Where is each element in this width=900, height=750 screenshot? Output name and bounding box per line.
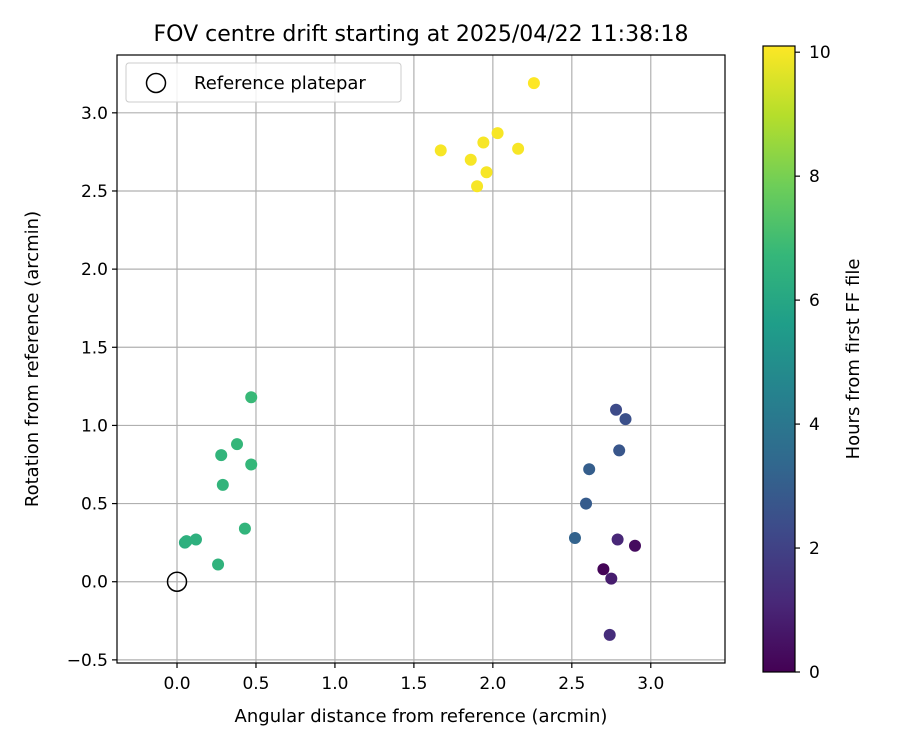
data-point (464, 153, 477, 166)
data-point (480, 166, 493, 179)
data-point (597, 563, 610, 576)
x-tick-label: 1.0 (321, 674, 348, 694)
grid (117, 55, 725, 663)
x-tick-label: 3.0 (637, 674, 664, 694)
legend-reference-marker (145, 72, 167, 94)
colorbar-ticks: 0 2 4 6 8 10 (795, 43, 831, 683)
data-point (180, 535, 193, 548)
colorbar: 0 2 4 6 8 10 Hours from first FF file (762, 43, 864, 683)
data-point (477, 136, 490, 149)
colorbar-tick-label: 2 (809, 539, 820, 559)
colorbar-gradient (762, 45, 796, 673)
data-point (610, 403, 623, 416)
data-point (605, 572, 618, 585)
x-tick-label: 1.5 (400, 674, 427, 694)
data-point (238, 522, 251, 535)
chart-title: FOV centre drift starting at 2025/04/22 … (154, 22, 689, 47)
y-tick-label: 0.0 (81, 573, 108, 593)
data-point (245, 458, 258, 471)
data-point (471, 180, 484, 193)
data-point (527, 77, 540, 90)
data-point (189, 533, 202, 546)
y-axis-label: Rotation from reference (arcmin) (22, 211, 43, 507)
y-tick-label: 0.5 (81, 495, 108, 515)
data-point (216, 478, 229, 491)
colorbar-tick-label: 6 (809, 291, 820, 311)
data-point (215, 449, 228, 462)
x-tick-label: 0.0 (163, 674, 190, 694)
data-point (491, 127, 504, 140)
data-points (166, 77, 641, 641)
reference-point-marker (166, 571, 188, 592)
x-axis-label: Angular distance from reference (arcmin) (235, 706, 608, 727)
data-point (434, 144, 447, 157)
data-point (212, 558, 225, 571)
data-point (583, 463, 596, 476)
data-point (580, 497, 593, 510)
y-axis: −0.5 0.0 0.5 1.0 1.5 2.0 2.5 3.0 (67, 104, 117, 671)
colorbar-tick-label: 0 (809, 663, 820, 683)
x-tick-label: 2.5 (558, 674, 585, 694)
colorbar-tick-label: 10 (809, 43, 831, 63)
colorbar-tick-label: 8 (809, 167, 820, 187)
x-axis: 0.0 0.5 1.0 1.5 2.0 2.5 3.0 (163, 663, 664, 694)
data-point (611, 533, 624, 546)
data-point (568, 531, 581, 544)
y-tick-label: 3.0 (81, 104, 108, 124)
data-point (231, 438, 244, 451)
data-point (619, 413, 632, 426)
data-point (603, 628, 616, 641)
colorbar-label: Hours from first FF file (843, 259, 864, 460)
y-tick-label: 2.0 (81, 260, 108, 280)
data-point (512, 142, 525, 155)
y-tick-label: 2.5 (81, 182, 108, 202)
x-tick-label: 0.5 (242, 674, 269, 694)
y-tick-label: −0.5 (67, 651, 108, 671)
legend-box (125, 62, 402, 103)
data-point (628, 539, 641, 552)
plot-frame (116, 54, 726, 664)
y-tick-label: 1.0 (81, 416, 108, 436)
legend-entry-label: Reference platepar (194, 73, 366, 94)
x-tick-label: 2.0 (479, 674, 506, 694)
y-tick-label: 1.5 (81, 338, 108, 358)
data-point (245, 391, 258, 404)
data-point (613, 444, 626, 457)
legend: Reference platepar (125, 62, 402, 103)
colorbar-tick-label: 4 (809, 415, 820, 435)
